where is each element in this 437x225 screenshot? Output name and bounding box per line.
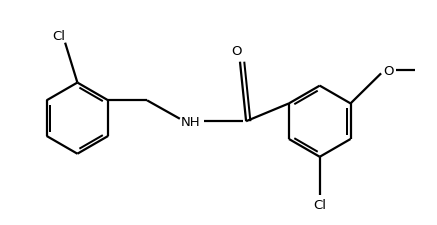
Text: O: O: [383, 65, 394, 77]
Text: Cl: Cl: [52, 30, 66, 43]
Text: O: O: [232, 45, 242, 58]
Text: Cl: Cl: [313, 198, 326, 211]
Text: NH: NH: [181, 115, 201, 128]
